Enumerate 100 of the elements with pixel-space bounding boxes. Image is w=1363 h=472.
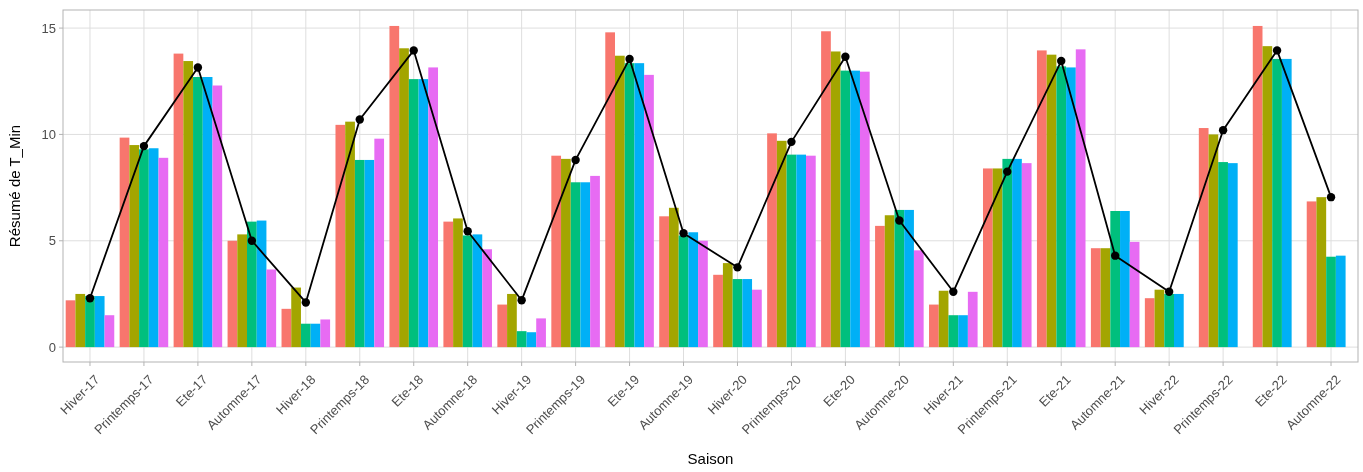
x-axis-title: Saison <box>687 450 734 467</box>
point <box>1110 251 1120 260</box>
y-tick-label: 10 <box>41 126 56 142</box>
bar <box>967 291 978 348</box>
bar <box>408 79 419 348</box>
point <box>733 263 742 272</box>
bar <box>732 279 743 348</box>
bar <box>840 70 851 348</box>
bar <box>796 154 807 348</box>
bar <box>1227 163 1238 348</box>
bar <box>722 263 733 348</box>
bar <box>1306 201 1317 348</box>
bar <box>85 296 95 348</box>
point <box>247 236 257 245</box>
bar <box>354 159 365 348</box>
bar <box>1129 241 1140 348</box>
bar <box>1252 25 1263 348</box>
bar <box>806 155 816 348</box>
bar <box>698 240 708 348</box>
bar <box>345 121 355 348</box>
bar <box>266 269 277 348</box>
bar <box>570 182 581 348</box>
bar <box>913 250 924 348</box>
bar <box>678 235 689 348</box>
bar <box>1036 50 1047 348</box>
bar <box>281 308 292 348</box>
bar <box>875 225 885 348</box>
point <box>1057 56 1066 66</box>
bar <box>75 293 86 348</box>
bar <box>193 77 203 348</box>
bar <box>202 77 213 348</box>
bar <box>335 124 346 348</box>
bar <box>183 61 194 348</box>
bar <box>1046 54 1057 348</box>
bar <box>644 74 654 348</box>
bar <box>1154 289 1165 348</box>
bar <box>389 25 400 348</box>
bar <box>982 168 993 348</box>
bar <box>256 220 267 348</box>
bar <box>1262 46 1273 348</box>
point <box>895 216 904 225</box>
point <box>841 52 850 61</box>
bar <box>624 63 635 348</box>
bar <box>958 315 968 348</box>
point <box>949 287 958 297</box>
bar <box>129 145 140 348</box>
bar <box>590 175 600 348</box>
bar <box>742 279 753 348</box>
bar <box>688 232 699 348</box>
bar <box>992 168 1003 348</box>
bar <box>1110 210 1121 348</box>
bar <box>767 133 777 348</box>
bar <box>1021 163 1032 348</box>
bar <box>786 154 797 348</box>
y-tick-label: 15 <box>41 20 56 36</box>
bar <box>453 218 463 348</box>
bar <box>212 85 223 348</box>
bar <box>374 138 385 348</box>
bar <box>364 159 375 348</box>
point <box>787 137 796 147</box>
bar <box>884 215 895 348</box>
bar <box>929 304 939 348</box>
bar <box>614 55 625 348</box>
bar <box>139 149 149 348</box>
bar <box>830 51 841 348</box>
bar <box>1090 248 1101 348</box>
bar <box>894 209 905 348</box>
point <box>1003 167 1012 176</box>
point <box>85 293 95 303</box>
bar <box>1208 134 1219 348</box>
point <box>679 229 688 238</box>
bar <box>291 287 301 348</box>
bar <box>668 207 679 348</box>
bar <box>94 296 105 348</box>
bar <box>119 137 130 348</box>
bar <box>227 240 238 348</box>
bar <box>1066 67 1076 348</box>
bar <box>173 53 184 348</box>
point <box>1326 192 1336 202</box>
bar <box>904 209 914 348</box>
bar <box>1335 255 1346 348</box>
bar <box>1218 162 1228 348</box>
bar <box>482 249 492 348</box>
bar <box>507 293 517 348</box>
bar <box>752 289 762 348</box>
bar <box>1056 66 1067 348</box>
bar <box>821 31 831 348</box>
point <box>193 63 203 72</box>
bar <box>1272 58 1282 348</box>
bar <box>1326 256 1336 348</box>
point <box>139 141 149 151</box>
bar <box>104 315 115 348</box>
y-tick-label: 5 <box>48 233 56 249</box>
bar <box>1002 158 1013 348</box>
bar <box>1164 293 1174 348</box>
bar <box>536 318 546 348</box>
bar <box>148 148 159 348</box>
bar <box>551 155 562 348</box>
point <box>625 54 634 64</box>
point <box>355 115 364 124</box>
